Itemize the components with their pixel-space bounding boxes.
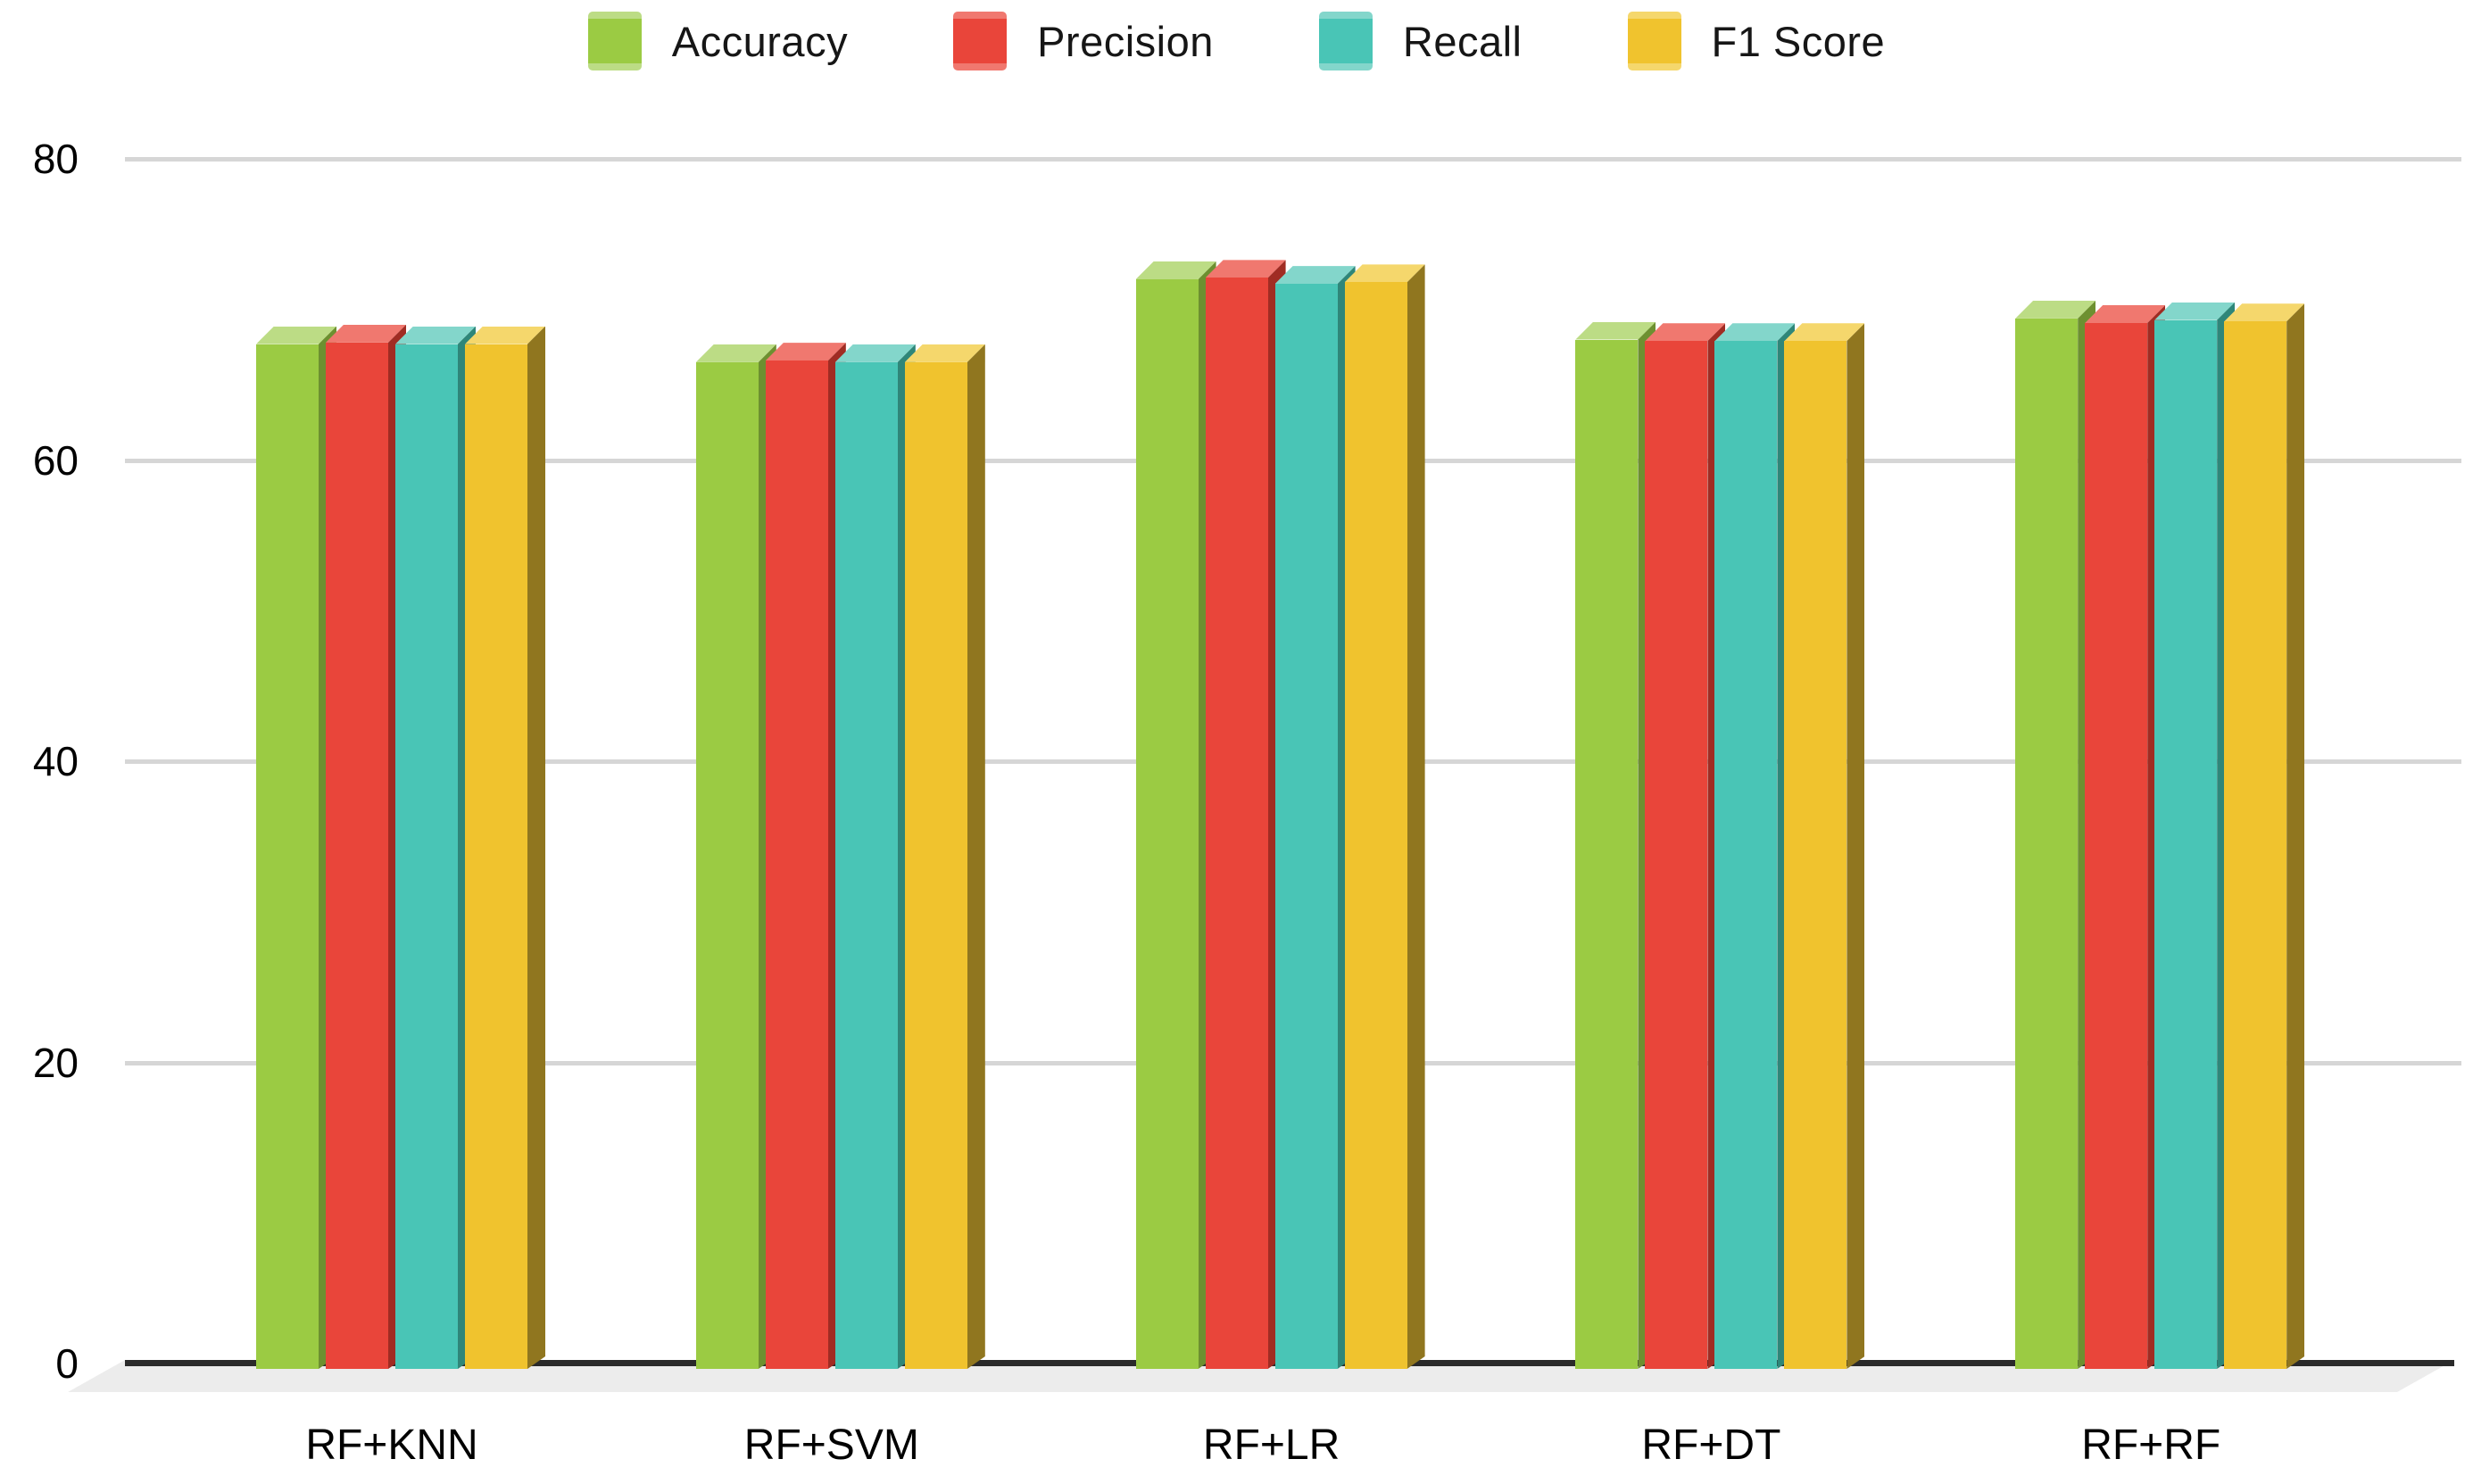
bar-accuracy-rf-knn-top <box>256 326 336 344</box>
bar-accuracy-rf-rf-top <box>2015 300 2096 319</box>
bar-recall-rf-svm <box>834 361 898 1369</box>
bar-f1-score-rf-dt-side <box>1846 323 1865 1369</box>
bar-recall-rf-rf-top <box>2154 302 2236 320</box>
y-axis-tick-0: 0 <box>55 1340 79 1387</box>
bar-precision-rf-lr-top <box>1205 260 1286 278</box>
bar-precision-rf-rf-top <box>2085 304 2166 323</box>
y-axis-tick-20: 20 <box>32 1039 79 1086</box>
legend-item-precision: Precision <box>953 12 1214 70</box>
legend-swatch-precision <box>953 12 1008 70</box>
legend-label-recall: Recall <box>1402 17 1523 65</box>
bar-f1-score-rf-dt <box>1784 341 1847 1369</box>
bar-recall-rf-svm-top <box>834 344 916 362</box>
x-axis-label-rf-dt: RF+DT <box>1641 1422 1781 1469</box>
x-axis-label-rf-svm: RF+SVM <box>743 1422 919 1469</box>
y-axis-tick-60: 60 <box>32 436 79 484</box>
bar-precision-rf-knn <box>326 342 388 1369</box>
x-axis-label-rf-rf: RF+RF <box>2081 1422 2221 1469</box>
bar-f1-score-rf-lr-top <box>1344 264 1425 283</box>
legend-item-accuracy: Accuracy <box>587 12 849 70</box>
bar-f1-score-rf-rf-side <box>2286 303 2305 1369</box>
bar-recall-rf-knn <box>395 344 458 1369</box>
bar-recall-rf-knn-top <box>395 326 476 344</box>
bar-accuracy-rf-svm-top <box>695 344 776 362</box>
legend-item-recall: Recall <box>1318 12 1523 70</box>
bar-recall-rf-lr <box>1274 284 1338 1369</box>
bar-precision-rf-svm <box>765 361 828 1369</box>
bar-precision-rf-svm-top <box>765 343 846 361</box>
legend-label-f1-score: F1 Score <box>1711 17 1886 65</box>
bar-f1-score-rf-svm-side <box>967 344 985 1369</box>
bar-recall-rf-dt <box>1714 341 1778 1369</box>
bar-f1-score-rf-rf <box>2224 321 2287 1369</box>
legend-label-precision: Precision <box>1037 17 1214 65</box>
legend-swatch-accuracy <box>587 12 642 70</box>
bar-f1-score-rf-svm-top <box>904 344 985 362</box>
bar-precision-rf-knn-top <box>326 324 406 343</box>
x-axis-label-rf-lr: RF+LR <box>1202 1422 1340 1469</box>
bar-f1-score-rf-lr-side <box>1407 264 1425 1369</box>
bar-recall-rf-lr-top <box>1274 266 1356 285</box>
bar-f1-score-rf-svm <box>904 361 967 1369</box>
legend-swatch-recall <box>1318 12 1373 70</box>
bar-precision-rf-rf <box>2085 322 2148 1369</box>
bar-f1-score-rf-knn-top <box>465 326 545 344</box>
bar-accuracy-rf-knn <box>256 344 319 1369</box>
gridline-80 <box>125 157 2461 162</box>
bar-accuracy-rf-dt-top <box>1575 321 1656 340</box>
bar-f1-score-rf-lr <box>1344 282 1407 1369</box>
bar-recall-rf-rf <box>2154 319 2218 1369</box>
bar-accuracy-rf-lr-top <box>1135 261 1216 279</box>
bar-accuracy-rf-rf <box>2015 318 2079 1369</box>
bar-recall-rf-dt-top <box>1714 323 1796 342</box>
x-axis-label-rf-knn: RF+KNN <box>305 1422 478 1469</box>
bar-f1-score-rf-knn-side <box>527 326 545 1369</box>
bar-precision-rf-dt-top <box>1645 323 1726 342</box>
y-axis-tick-80: 80 <box>32 136 79 182</box>
bar-accuracy-rf-lr <box>1135 279 1199 1369</box>
bar-f1-score-rf-rf-top <box>2224 303 2305 322</box>
bar-precision-rf-lr <box>1205 278 1268 1369</box>
bar-f1-score-rf-knn <box>465 344 527 1369</box>
legend-label-accuracy: Accuracy <box>671 17 849 65</box>
legend-item-f1-score: F1 Score <box>1627 12 1886 70</box>
bar-accuracy-rf-svm <box>695 361 759 1369</box>
bar-accuracy-rf-dt <box>1575 339 1639 1369</box>
legend-swatch-f1-score <box>1627 12 1681 70</box>
y-axis-tick-40: 40 <box>32 738 79 784</box>
bar-precision-rf-dt <box>1645 341 1708 1369</box>
bar-f1-score-rf-dt-top <box>1784 323 1865 342</box>
chart-legend: Accuracy Precision Recall F1 Score <box>0 5 2473 77</box>
